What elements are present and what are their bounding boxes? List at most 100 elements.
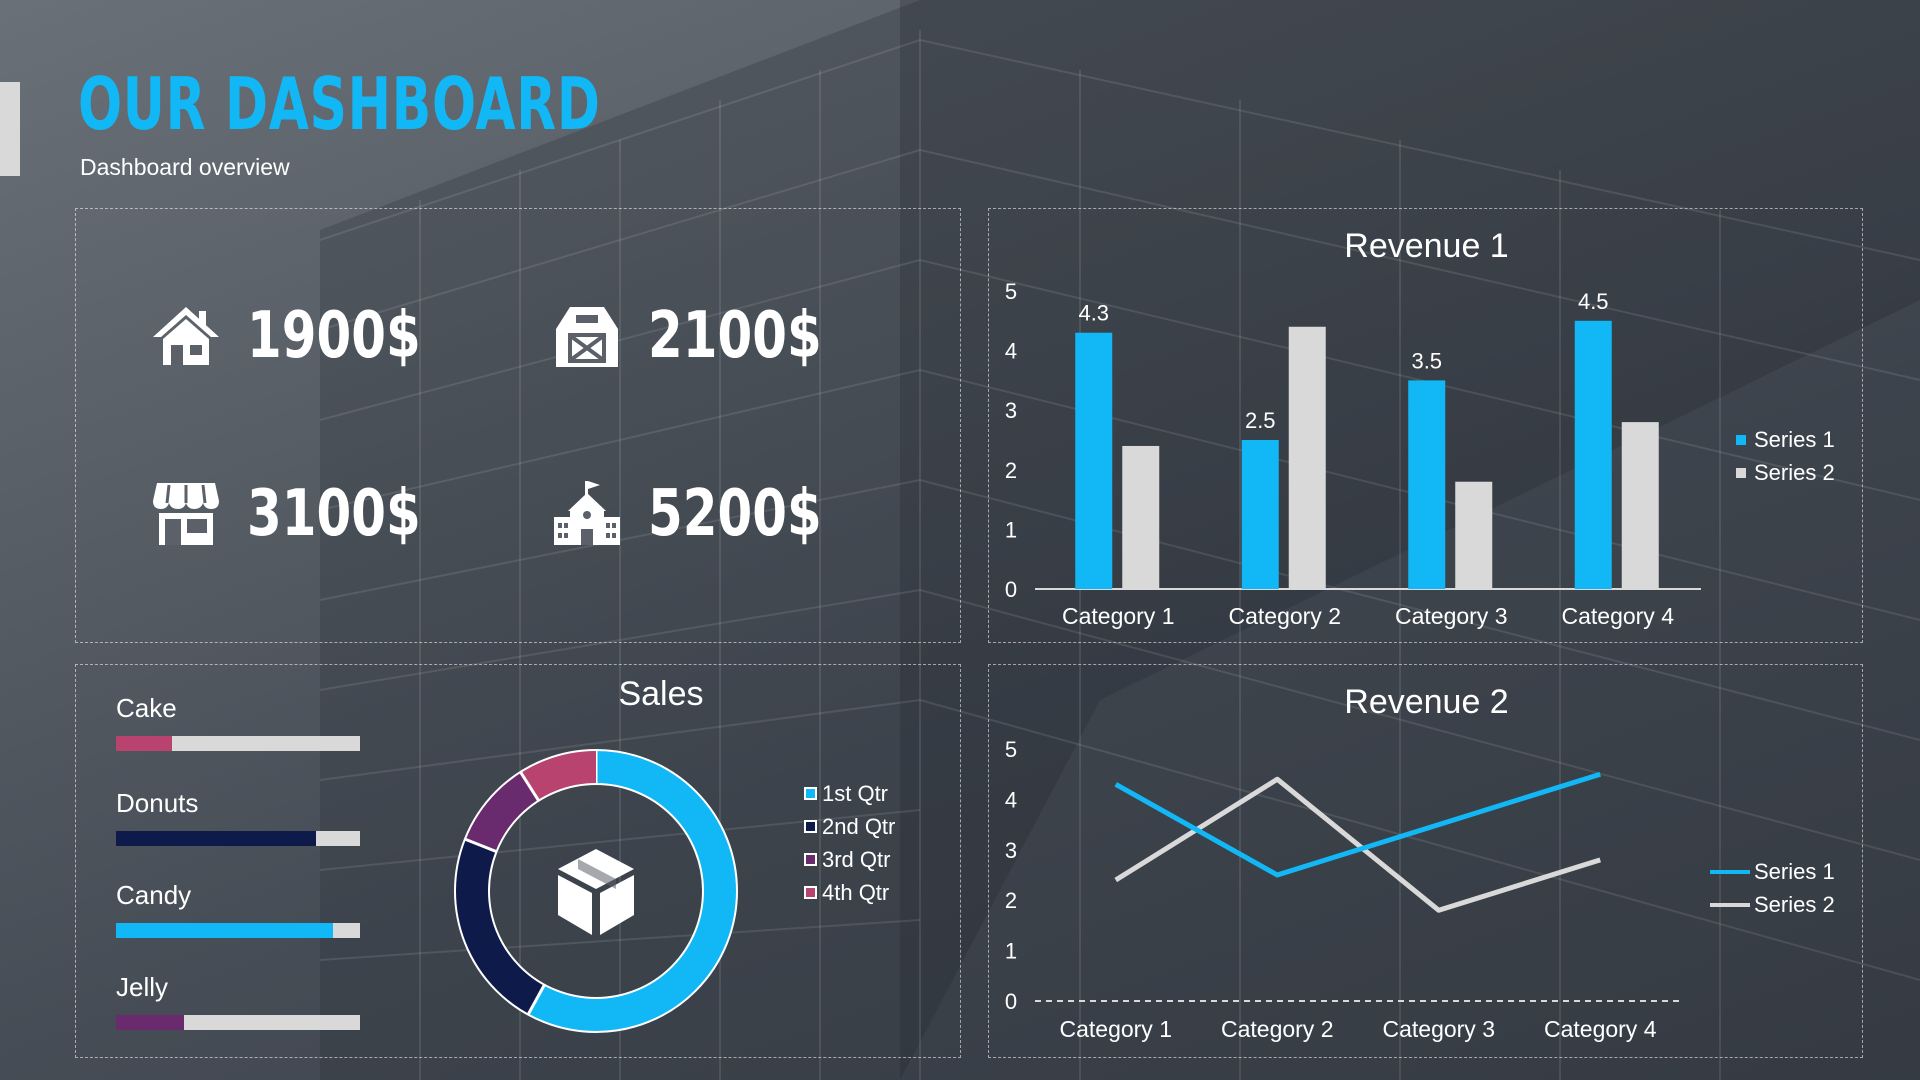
x-tick-label: Category 1 bbox=[1059, 1016, 1172, 1042]
donut-inner-ring bbox=[488, 783, 704, 999]
progress-fill bbox=[116, 1015, 185, 1030]
legend-swatch bbox=[1736, 467, 1746, 478]
legend-item: Series 1 bbox=[1736, 423, 1835, 456]
bar bbox=[1455, 481, 1493, 589]
progress-fill bbox=[116, 736, 173, 751]
series-line bbox=[1114, 771, 1601, 878]
legend-swatch bbox=[1710, 869, 1750, 874]
legend-item: 1st Qtr bbox=[804, 777, 895, 810]
sales-legend: 1st Qtr 2nd Qtr 3rd Qtr 4th Qtr bbox=[804, 777, 895, 909]
page-subtitle: Dashboard overview bbox=[80, 154, 290, 180]
kpi-value: 2100$ bbox=[648, 299, 822, 373]
x-tick-label: Category 4 bbox=[1561, 603, 1674, 629]
y-tick-label: 5 bbox=[1005, 737, 1017, 762]
y-tick-label: 0 bbox=[1005, 577, 1017, 602]
y-tick-label: 2 bbox=[1005, 888, 1017, 913]
progress-fill bbox=[116, 831, 317, 846]
donut-slice bbox=[520, 750, 597, 801]
legend-item: 4th Qtr bbox=[804, 876, 895, 909]
kpi-value: 5200$ bbox=[648, 477, 822, 551]
house-icon bbox=[153, 307, 219, 365]
kpi-value: 1900$ bbox=[247, 299, 421, 373]
revenue2-legend: Series 1 Series 2 bbox=[1710, 855, 1835, 921]
donut-outer-ring bbox=[454, 749, 738, 1033]
y-tick-label: 0 bbox=[1005, 989, 1017, 1014]
barn-icon bbox=[556, 307, 618, 367]
revenue2-panel: Revenue 2 0 1 2 3 4 5 Category 1 Category 2 Cate… bbox=[988, 664, 1863, 1058]
x-tick-label: Category 2 bbox=[1221, 1016, 1334, 1042]
y-tick-label: 3 bbox=[1005, 838, 1017, 863]
donut-slice bbox=[464, 771, 540, 853]
chart-title: Revenue 2 bbox=[1344, 683, 1509, 721]
progress-row-jelly: Jelly bbox=[116, 972, 360, 1030]
x-tick-label: Category 3 bbox=[1382, 1016, 1495, 1042]
y-tick-label: 1 bbox=[1005, 517, 1017, 542]
donut-separator bbox=[464, 837, 498, 854]
legend-label: 4th Qtr bbox=[822, 879, 890, 905]
legend-swatch bbox=[804, 787, 817, 800]
x-tick-label: Category 3 bbox=[1395, 603, 1508, 629]
progress-track bbox=[116, 1015, 360, 1030]
bar bbox=[1288, 326, 1326, 589]
data-label: 4.5 bbox=[1578, 289, 1609, 314]
bar bbox=[1621, 422, 1659, 589]
legend-swatch bbox=[804, 853, 817, 866]
revenue1-legend: Series 1 Series 2 bbox=[1736, 423, 1835, 489]
y-tick-label: 1 bbox=[1005, 939, 1017, 964]
chart-title: Revenue 1 bbox=[1344, 227, 1509, 265]
progress-track bbox=[116, 736, 360, 751]
legend-item: Series 1 bbox=[1710, 855, 1835, 888]
x-tick-label: Category 2 bbox=[1228, 603, 1341, 629]
legend-label: Series 1 bbox=[1754, 858, 1835, 884]
legend-label: Series 2 bbox=[1754, 459, 1835, 485]
bar bbox=[1408, 380, 1446, 589]
storefront-icon bbox=[153, 483, 219, 545]
accent-bar bbox=[0, 82, 20, 176]
revenue1-bar-chart: 0 1 2 3 4 5 4.3 Category 1 2.5 Category 2 3.5 Categ… bbox=[1005, 279, 1701, 629]
sales-donut-chart bbox=[454, 749, 738, 1033]
legend-item: 3rd Qtr bbox=[804, 843, 895, 876]
legend-item: 2nd Qtr bbox=[804, 810, 895, 843]
donut-slice bbox=[455, 839, 545, 1015]
chart-title: Sales bbox=[618, 675, 704, 713]
progress-label: Cake bbox=[116, 693, 177, 723]
kpi-barn: 2100$ bbox=[550, 299, 871, 373]
progress-fill bbox=[116, 923, 334, 938]
kpi-school: 5200$ bbox=[550, 477, 871, 551]
legend-label: Series 1 bbox=[1754, 426, 1835, 452]
progress-row-cake: Cake bbox=[116, 693, 360, 751]
data-label: 3.5 bbox=[1411, 348, 1442, 373]
progress-row-candy: Candy bbox=[116, 880, 360, 938]
kpi-panel: 1900$ 2100$ 3100$ bbox=[75, 208, 961, 643]
progress-label: Donuts bbox=[116, 788, 199, 818]
data-label: 4.3 bbox=[1078, 301, 1109, 326]
bar bbox=[1075, 332, 1113, 589]
progress-track bbox=[116, 831, 360, 846]
donut-separator bbox=[526, 984, 546, 1016]
progress-label: Candy bbox=[116, 880, 192, 910]
revenue1-panel: Revenue 1 0 1 2 3 4 5 4.3 Category 1 2.5 Category… bbox=[988, 208, 1863, 643]
x-tick-label: Category 1 bbox=[1062, 603, 1175, 629]
bar bbox=[1122, 445, 1160, 589]
revenue2-line-chart: 0 1 2 3 4 5 Category 1 Category 2 Category 3 Cate… bbox=[1005, 737, 1681, 1042]
legend-swatch bbox=[804, 886, 817, 899]
bar bbox=[1574, 320, 1612, 589]
kpi-value: 3100$ bbox=[247, 477, 421, 551]
progress-row-donuts: Donuts bbox=[116, 788, 360, 846]
legend-swatch bbox=[804, 820, 817, 833]
kpi-house: 1900$ bbox=[149, 299, 470, 373]
legend-label: 2nd Qtr bbox=[822, 813, 896, 839]
y-tick-label: 3 bbox=[1005, 398, 1017, 423]
sales-panel: Cake Donuts Candy Jelly Sales 1st Qtr 2n… bbox=[75, 664, 961, 1058]
donut-separator bbox=[519, 771, 540, 802]
legend-label: 3rd Qtr bbox=[822, 846, 891, 872]
y-tick-label: 4 bbox=[1005, 339, 1017, 364]
bar bbox=[1241, 440, 1279, 589]
legend-item: Series 2 bbox=[1710, 888, 1835, 921]
y-tick-label: 5 bbox=[1005, 279, 1017, 304]
kpi-storefront: 3100$ bbox=[149, 477, 470, 551]
legend-item: Series 2 bbox=[1736, 456, 1835, 489]
y-tick-label: 4 bbox=[1005, 787, 1017, 812]
x-tick-label: Category 4 bbox=[1544, 1016, 1657, 1042]
page-title: OUR DASHBOARD bbox=[78, 62, 601, 146]
